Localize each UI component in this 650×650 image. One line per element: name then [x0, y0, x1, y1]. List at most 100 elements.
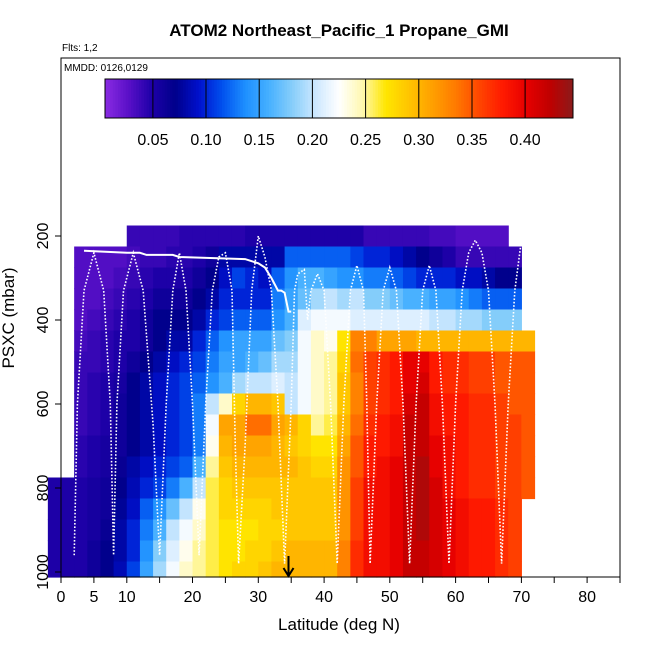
heatmap-cell	[508, 456, 522, 479]
heatmap-cell	[429, 288, 444, 311]
heatmap-cell	[363, 519, 378, 542]
heatmap-cell	[376, 309, 391, 332]
y-tick-label: 800	[35, 475, 52, 502]
heatmap-cell	[126, 456, 141, 479]
heatmap-cell	[376, 414, 391, 437]
heatmap-cell	[205, 498, 220, 521]
heatmap-cell	[284, 414, 299, 437]
heatmap-cell	[468, 330, 483, 353]
heatmap-cell	[429, 414, 444, 437]
heatmap-cell	[297, 498, 312, 521]
colorbar-segment	[276, 79, 280, 118]
colorbar-segment	[131, 79, 135, 118]
heatmap-cell	[153, 519, 167, 542]
heatmap-cell	[166, 477, 180, 500]
heatmap-cell	[481, 456, 496, 479]
heatmap-cell	[363, 330, 378, 353]
heatmap-cell	[416, 477, 430, 500]
heatmap-cell	[126, 393, 141, 416]
colorbar-segment	[463, 79, 467, 118]
heatmap-cell	[297, 435, 312, 458]
colorbar-segment	[346, 79, 350, 118]
heatmap-cell	[166, 519, 180, 542]
colorbar-segment	[177, 79, 181, 118]
heatmap-cell	[416, 267, 430, 290]
heatmap-cell	[113, 435, 128, 458]
heatmap-cell	[442, 351, 457, 374]
heatmap-cell	[153, 225, 167, 248]
heatmap-cell	[455, 330, 470, 353]
colorbar-segment	[128, 79, 132, 118]
colorbar-segment	[570, 79, 574, 118]
heatmap-cell	[324, 477, 338, 500]
heatmap-cell	[231, 288, 246, 311]
heatmap-cell	[245, 288, 259, 311]
heatmap-cell	[468, 288, 483, 311]
heatmap-cell	[139, 288, 154, 311]
heatmap-cell	[271, 435, 286, 458]
colorbar-segment	[185, 79, 189, 118]
heatmap-cell	[139, 372, 154, 395]
heatmap-cell	[429, 330, 444, 353]
heatmap-cell	[416, 456, 430, 479]
colorbar-segment	[352, 79, 356, 118]
heatmap-cell	[337, 393, 351, 416]
colorbar-segment	[448, 79, 452, 118]
colorbar-segment	[138, 79, 142, 118]
heatmap-cell	[310, 372, 325, 395]
heatmap-cell	[455, 519, 470, 542]
heatmap-cell	[113, 477, 128, 500]
heatmap-cell	[245, 519, 259, 542]
colorbar-segment	[453, 79, 457, 118]
colorbar-segment	[157, 79, 161, 118]
colorbar-segment	[211, 79, 215, 118]
heatmap-cell	[192, 351, 207, 374]
heatmap-cell	[297, 519, 312, 542]
heatmap-cell	[166, 372, 180, 395]
colorbar-segment	[393, 79, 397, 118]
colorbar-segment	[391, 79, 395, 118]
heatmap-cell	[337, 288, 351, 311]
heatmap-cell	[429, 498, 444, 521]
colorbar-segment	[385, 79, 389, 118]
heatmap-cell	[455, 414, 470, 437]
heatmap-cell	[271, 288, 286, 311]
heatmap-cell	[245, 456, 259, 479]
heatmap-cell	[192, 561, 207, 578]
heatmap-cell	[258, 330, 273, 353]
colorbar-segment	[513, 79, 517, 118]
colorbar-segment	[549, 79, 553, 118]
colorbar-segment	[193, 79, 197, 118]
heatmap-cell	[245, 414, 259, 437]
heatmap-cell	[389, 435, 404, 458]
heatmap-cell	[166, 498, 180, 521]
heatmap-cell	[100, 393, 115, 416]
heatmap-cell	[113, 288, 128, 311]
heatmap-cell	[258, 309, 273, 332]
heatmap-cell	[192, 225, 207, 248]
heatmap-cell	[468, 435, 483, 458]
colorbar-segment	[336, 79, 340, 118]
heatmap-cell	[205, 456, 220, 479]
colorbar-segment	[339, 79, 343, 118]
heatmap-cell	[139, 330, 154, 353]
colorbar-segment	[287, 79, 291, 118]
heatmap-cell	[87, 456, 102, 479]
colorbar-segment	[456, 79, 460, 118]
heatmap-cell	[153, 267, 167, 290]
heatmap-cell	[481, 435, 496, 458]
heatmap-cell	[363, 435, 378, 458]
heatmap-cell	[455, 456, 470, 479]
heatmap-cell	[389, 477, 404, 500]
colorbar-segment	[479, 79, 483, 118]
heatmap-cell	[337, 267, 351, 290]
heatmap-cell	[442, 288, 457, 311]
heatmap-cell	[87, 246, 102, 269]
heatmap-cell	[179, 330, 194, 353]
colorbar-segment	[411, 79, 415, 118]
heatmap-cell	[166, 393, 180, 416]
heatmap-cell	[350, 246, 365, 269]
heatmap-cell	[113, 351, 128, 374]
colorbar-segment	[492, 79, 496, 118]
heatmap-cell	[205, 330, 220, 353]
